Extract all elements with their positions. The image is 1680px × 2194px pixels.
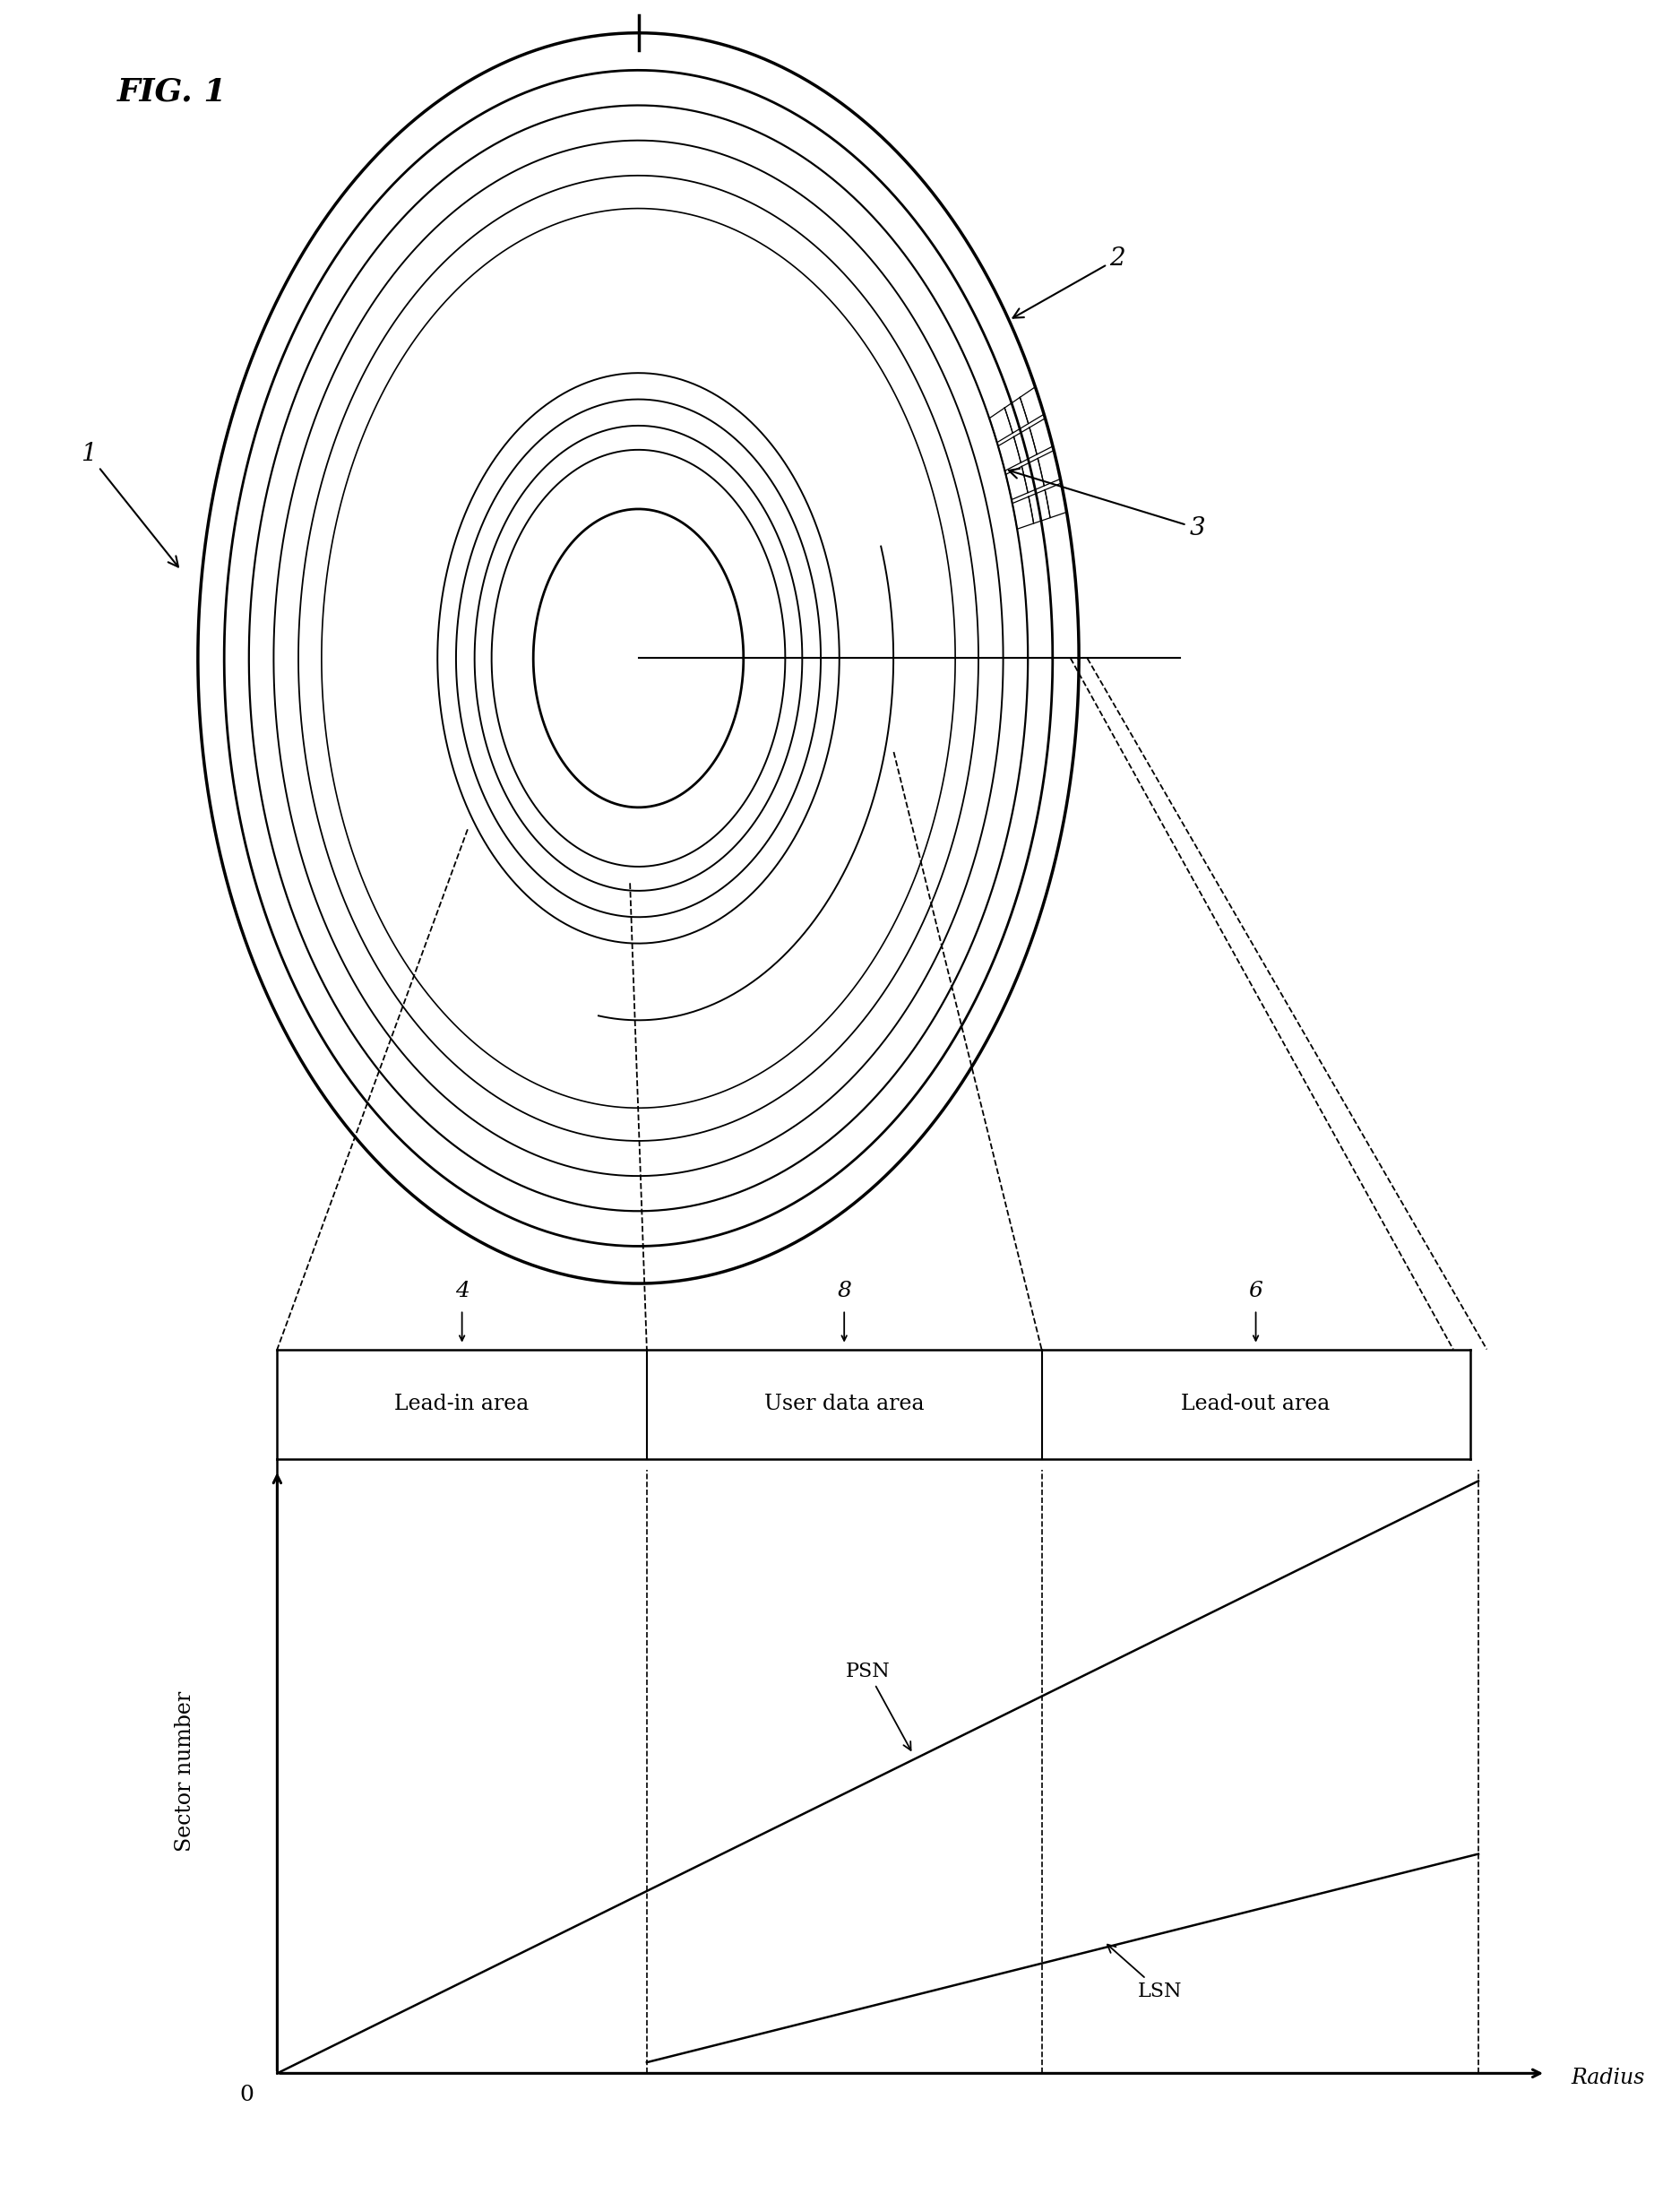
Text: User data area: User data area — [764, 1393, 924, 1415]
Polygon shape — [990, 408, 1013, 443]
Text: Lead-in area: Lead-in area — [395, 1393, 529, 1415]
Text: Sector number: Sector number — [175, 1692, 195, 1852]
Polygon shape — [1038, 450, 1060, 485]
Text: FIG. 1: FIG. 1 — [118, 77, 227, 108]
Polygon shape — [1006, 467, 1028, 500]
Polygon shape — [998, 437, 1021, 472]
Text: 3: 3 — [1008, 470, 1205, 540]
Polygon shape — [1005, 397, 1028, 432]
Text: 0: 0 — [240, 2084, 254, 2104]
Text: Radius: Radius — [1571, 2067, 1645, 2089]
Polygon shape — [1021, 459, 1043, 494]
Polygon shape — [1020, 386, 1043, 423]
Polygon shape — [1013, 428, 1037, 463]
Polygon shape — [1030, 419, 1053, 454]
Text: LSN: LSN — [1107, 1944, 1183, 2001]
Text: 1: 1 — [81, 441, 178, 566]
Polygon shape — [1028, 489, 1050, 524]
Text: 6: 6 — [1248, 1281, 1263, 1301]
Text: PSN: PSN — [845, 1663, 911, 1751]
Polygon shape — [1045, 483, 1067, 518]
Text: 2: 2 — [1013, 246, 1126, 318]
Text: 4: 4 — [455, 1281, 469, 1301]
Text: 8: 8 — [837, 1281, 852, 1301]
Text: Lead-out area: Lead-out area — [1181, 1393, 1331, 1415]
Polygon shape — [1013, 496, 1033, 529]
